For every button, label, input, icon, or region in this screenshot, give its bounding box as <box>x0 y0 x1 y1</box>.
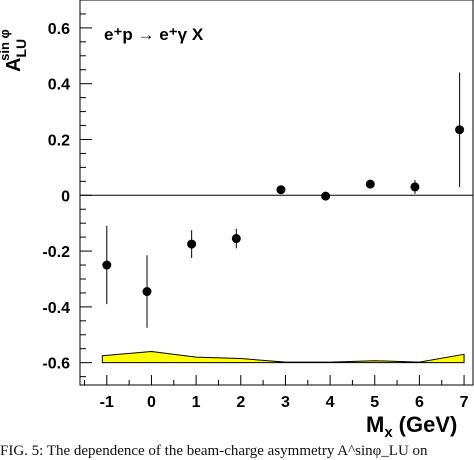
y-axis-label-sup: sin φ <box>0 29 12 61</box>
x-axis-label-main: M <box>366 412 384 437</box>
x-axis-label-unit: (GeV) <box>399 412 458 437</box>
y-axis-label-main: A <box>3 58 25 72</box>
systematic-band <box>101 351 465 364</box>
data-point <box>231 234 241 244</box>
y-tick-label: 0.4 <box>48 77 70 94</box>
y-tick-label: -0.6 <box>42 356 70 373</box>
x-tick-label: 5 <box>370 394 379 411</box>
x-tick-label: -1 <box>100 394 114 411</box>
x-tick-label: 4 <box>326 394 335 411</box>
x-axis-label: Mx (GeV) <box>366 412 457 440</box>
y-axis-label-sub: LU <box>13 39 29 58</box>
data-point <box>455 125 465 135</box>
y-tick-label: -0.4 <box>42 300 70 317</box>
y-axis-label: ALUsin φ <box>0 29 29 72</box>
data-point <box>276 185 286 195</box>
svg-text:ALUsin φ: ALUsin φ <box>0 29 29 72</box>
x-axis-label-sub: x <box>384 424 393 440</box>
x-tick-label: 7 <box>460 394 469 411</box>
x-tick-label: 1 <box>192 394 201 411</box>
data-point <box>187 239 197 249</box>
x-tick-label: 6 <box>415 394 424 411</box>
chart-svg: -1 0 1 2 3 4 5 6 7 -0.6 -0.4 -0.2 0 0.2 0.4 0.6 e⁺p → e… <box>0 0 474 440</box>
data-point <box>102 260 112 270</box>
axis-ticks: -1 0 1 2 3 4 5 6 7 -0.6 -0.4 -0.2 0 0.2 0.4 0.6 <box>42 13 469 411</box>
data-point <box>410 182 420 192</box>
y-tick-label: 0.2 <box>48 132 70 149</box>
figure-caption: FIG. 5: The dependence of the beam-charg… <box>0 443 428 459</box>
plot-frame <box>79 0 474 386</box>
reaction-label: e⁺p → e⁺γ X <box>104 25 204 44</box>
y-tick-label: 0 <box>61 188 70 205</box>
data-point <box>142 287 152 297</box>
data-point <box>321 191 331 201</box>
data-point <box>365 179 375 189</box>
x-tick-label: 0 <box>147 394 156 411</box>
x-tick-label: 3 <box>281 394 290 411</box>
y-tick-label: 0.6 <box>48 21 70 38</box>
x-tick-label: 2 <box>236 394 245 411</box>
y-tick-label: -0.2 <box>42 244 70 261</box>
data-points <box>102 72 465 328</box>
